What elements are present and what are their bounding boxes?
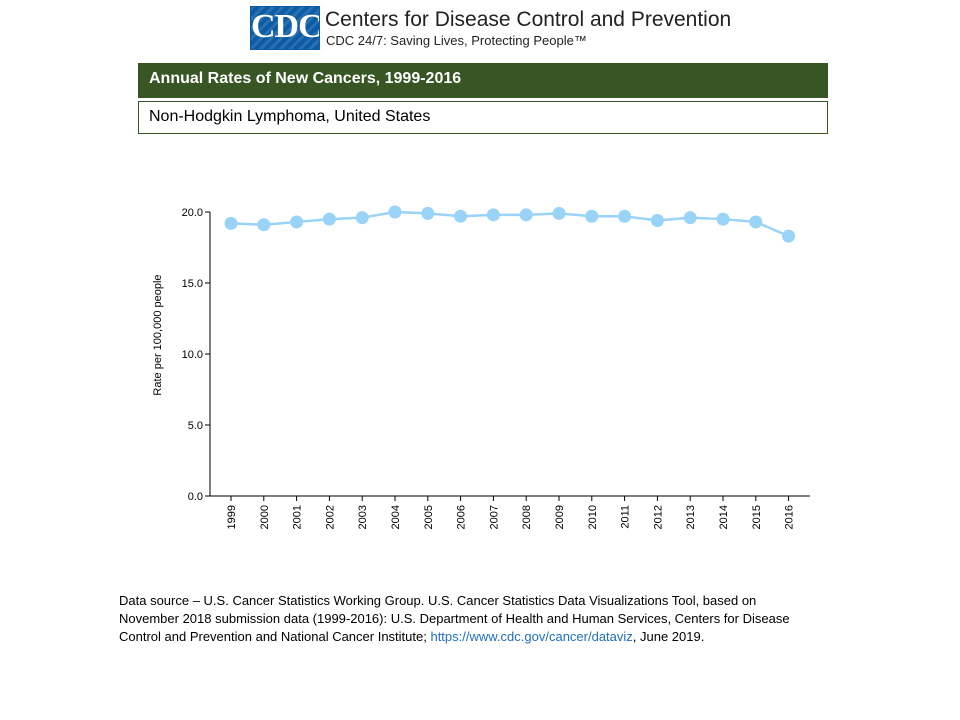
data-point <box>290 215 304 229</box>
cdc-header: CDC Centers for Disease Control and Prev… <box>250 6 732 50</box>
data-source-text: Data source – U.S. Cancer Statistics Wor… <box>119 593 790 644</box>
x-tick-label: 2008 <box>521 505 533 529</box>
x-tick-label: 2007 <box>488 505 500 529</box>
data-point <box>257 218 271 232</box>
x-tick-label: 2003 <box>357 505 369 529</box>
x-tick-label: 2014 <box>718 505 730 529</box>
x-axis: 1999 2000 2001 2002 2003 2004 2005 2006 2007 2008… <box>210 495 810 529</box>
data-point <box>782 229 796 243</box>
x-tick-label: 2010 <box>587 505 599 529</box>
x-tick-label: 2012 <box>652 505 664 529</box>
data-source-suffix: , June 2019. <box>632 629 705 644</box>
cdc-logo: CDC <box>250 6 320 50</box>
data-point <box>749 215 763 229</box>
y-tick-label: 15.0 <box>182 278 203 290</box>
y-axis: 0.0 5.0 10.0 15.0 20.0 <box>182 207 211 503</box>
x-tick-label: 2001 <box>292 505 304 529</box>
data-point <box>519 208 533 222</box>
data-point <box>224 216 238 230</box>
x-tick-label: 2006 <box>456 505 468 529</box>
x-tick-label: 2011 <box>620 505 632 529</box>
data-source-note: Data source – U.S. Cancer Statistics Wor… <box>119 592 819 646</box>
series-layer <box>224 205 796 243</box>
data-point <box>486 208 500 222</box>
y-tick-label: 0.0 <box>188 491 203 503</box>
y-tick-label: 5.0 <box>188 420 203 432</box>
logo-stripes <box>251 7 319 49</box>
x-tick-label: 2013 <box>685 505 697 529</box>
data-point <box>650 214 664 228</box>
chart-title: Annual Rates of New Cancers, 1999-2016 <box>138 63 828 98</box>
data-point <box>454 209 468 223</box>
chart-subtitle: Non-Hodgkin Lymphoma, United States <box>138 101 828 134</box>
x-tick-label: 2002 <box>324 505 336 529</box>
data-point <box>388 205 402 219</box>
data-point <box>322 212 336 226</box>
x-tick-label: 2004 <box>390 505 402 529</box>
data-point <box>716 212 730 226</box>
data-point <box>683 211 697 225</box>
data-source-link[interactable]: https://www.cdc.gov/cancer/dataviz <box>430 629 633 644</box>
x-tick-label: 1999 <box>226 505 238 529</box>
data-point <box>585 209 599 223</box>
x-tick-label: 2009 <box>554 505 566 529</box>
org-name: Centers for Disease Control and Preventi… <box>325 8 732 31</box>
data-point <box>355 211 369 225</box>
x-tick-label: 2005 <box>423 505 435 529</box>
x-tick-label: 2016 <box>784 505 796 529</box>
x-tick-label: 2000 <box>259 505 271 529</box>
y-axis-title: Rate per 100,000 people <box>152 274 164 395</box>
data-point <box>618 209 632 223</box>
org-tagline: CDC 24/7: Saving Lives, Protecting Peopl… <box>326 33 587 48</box>
data-point <box>421 206 435 220</box>
data-point <box>552 206 566 220</box>
y-tick-label: 10.0 <box>182 349 203 361</box>
logo-text: CDC <box>251 8 320 45</box>
x-tick-label: 2015 <box>751 505 763 529</box>
series-line <box>230 210 790 238</box>
y-tick-label: 20.0 <box>182 207 203 219</box>
